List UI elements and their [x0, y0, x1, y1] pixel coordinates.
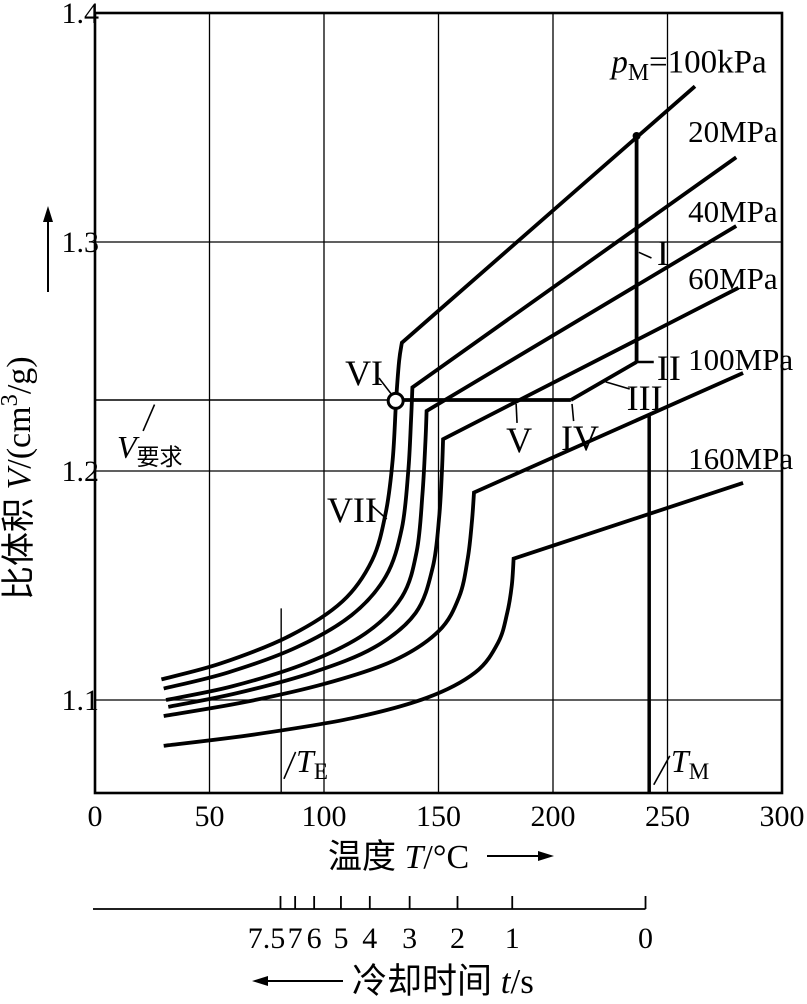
y-axis-arrow-icon — [43, 206, 53, 222]
cooling-time-axis: 7.5 7 6 5 4 3 2 1 0 — [93, 896, 653, 955]
point-ii-label: II — [657, 348, 681, 388]
time-tick-label: 1 — [505, 922, 520, 955]
plot-border — [93, 11, 784, 795]
time-tick-label: 2 — [450, 922, 465, 955]
isobar-curve-20MPa — [163, 155, 738, 691]
point-vii-label: VII — [327, 490, 377, 530]
time-tick-label: 7 — [288, 922, 303, 955]
isobar-curve-40MPa — [165, 224, 738, 702]
curve-label-100MPa: 100MPa — [688, 342, 793, 377]
time-tick-label: 4 — [362, 922, 377, 955]
t-e-leader — [283, 751, 297, 780]
t-e-label: TE — [296, 743, 328, 784]
y-tick-label: 1.3 — [62, 226, 100, 259]
point-iii-label: III — [627, 378, 663, 418]
isobar-curve-160MPa — [163, 481, 744, 748]
point-iv-label: IV — [561, 418, 599, 458]
pack-segment — [569, 360, 638, 402]
point-vii-leader — [370, 504, 388, 520]
curve-label-60MPa: 60MPa — [688, 261, 778, 296]
v-required-leader — [142, 404, 156, 432]
isobar-curve-60MPa — [167, 286, 740, 709]
time-axis-arrow-icon — [252, 976, 268, 986]
x-tick-label: 0 — [88, 800, 103, 833]
time-tick-label: 7.5 — [248, 922, 286, 955]
x-tick-label: 100 — [302, 800, 347, 833]
gate-seal-point-marker — [386, 391, 405, 410]
t-m-label: TM — [671, 743, 709, 784]
isobar-curves — [160, 84, 744, 748]
x-tick-label: 300 — [760, 800, 805, 833]
y-axis-title: 比体积 V/(cm3/g) — [0, 356, 38, 600]
time-tick-label: 5 — [333, 922, 348, 955]
curve-label-160MPa: 160MPa — [688, 441, 793, 476]
time-tick-label: 3 — [402, 922, 417, 955]
melt-point-dot — [632, 131, 641, 140]
x-tick-label: 250 — [645, 800, 690, 833]
point-i-leader — [638, 251, 652, 259]
x-tick-label: 150 — [416, 800, 461, 833]
point-i-label: I — [657, 233, 669, 273]
point-iv-leader — [571, 403, 575, 422]
time-axis-title: 冷却时间 t/s — [352, 962, 534, 999]
process-path — [386, 131, 654, 410]
isobar-curve-100MPa — [163, 371, 744, 718]
v-required-label: V要求 — [117, 429, 183, 470]
x-tick-label: 50 — [195, 800, 225, 833]
y-tick-label: 1.2 — [62, 455, 100, 488]
t-m-leader — [653, 755, 671, 786]
x-axis-arrow-icon — [538, 851, 554, 861]
curve-label-p_M=100kPa: pM=100kPa — [609, 45, 767, 86]
point-vi-label: VI — [345, 353, 383, 393]
point-iii-leader — [605, 381, 630, 390]
curve-label-40MPa: 40MPa — [688, 194, 778, 229]
time-tick-label: 0 — [638, 922, 653, 955]
x-tick-label: 200 — [531, 800, 576, 833]
curve-label-20MPa: 20MPa — [688, 114, 778, 149]
time-tick-label: 6 — [307, 922, 322, 955]
y-tick-label: 1.1 — [62, 684, 100, 717]
point-v-leader — [515, 403, 518, 423]
point-vi-leader — [378, 377, 392, 395]
isobar-curve-p_M=100kPa — [160, 84, 697, 682]
x-axis-title: 温度 T/°C — [328, 838, 469, 876]
point-v-label: V — [506, 420, 532, 460]
y-tick-label: 1.4 — [62, 0, 100, 30]
